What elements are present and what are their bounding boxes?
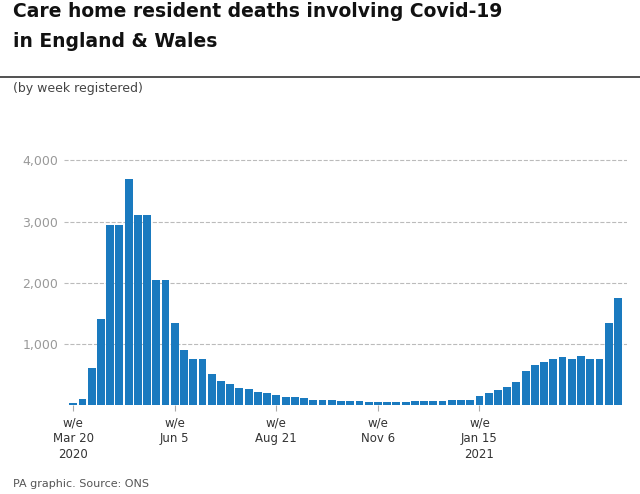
- Bar: [254, 392, 262, 405]
- Bar: [198, 359, 207, 405]
- Bar: [476, 396, 483, 405]
- Bar: [577, 356, 585, 405]
- Bar: [365, 402, 372, 405]
- Bar: [337, 401, 345, 405]
- Bar: [227, 384, 234, 405]
- Bar: [282, 397, 289, 405]
- Bar: [531, 366, 539, 405]
- Bar: [189, 359, 197, 405]
- Bar: [106, 225, 114, 405]
- Bar: [540, 362, 548, 405]
- Bar: [605, 323, 612, 405]
- Bar: [392, 402, 400, 405]
- Text: PA graphic. Source: ONS: PA graphic. Source: ONS: [13, 479, 149, 489]
- Bar: [346, 401, 354, 405]
- Bar: [217, 380, 225, 405]
- Bar: [97, 320, 105, 405]
- Bar: [438, 401, 447, 405]
- Bar: [522, 371, 529, 405]
- Bar: [420, 402, 428, 405]
- Text: (by week registered): (by week registered): [13, 82, 143, 94]
- Bar: [402, 402, 410, 405]
- Bar: [143, 215, 151, 405]
- Bar: [208, 374, 216, 405]
- Bar: [69, 403, 77, 405]
- Bar: [300, 398, 308, 405]
- Bar: [152, 280, 160, 405]
- Bar: [328, 401, 335, 405]
- Bar: [513, 382, 520, 405]
- Bar: [309, 400, 317, 405]
- Bar: [236, 388, 243, 405]
- Bar: [457, 400, 465, 405]
- Bar: [383, 402, 391, 405]
- Text: in England & Wales: in England & Wales: [13, 32, 217, 51]
- Bar: [356, 402, 364, 405]
- Bar: [291, 397, 299, 405]
- Bar: [134, 215, 142, 405]
- Bar: [88, 369, 95, 405]
- Bar: [115, 225, 124, 405]
- Bar: [448, 401, 456, 405]
- Bar: [171, 323, 179, 405]
- Bar: [559, 357, 566, 405]
- Bar: [503, 387, 511, 405]
- Bar: [429, 401, 437, 405]
- Bar: [263, 393, 271, 405]
- Bar: [319, 400, 326, 405]
- Bar: [162, 280, 170, 405]
- Bar: [411, 402, 419, 405]
- Bar: [586, 359, 594, 405]
- Bar: [614, 298, 622, 405]
- Bar: [494, 390, 502, 405]
- Bar: [79, 399, 86, 405]
- Bar: [467, 400, 474, 405]
- Bar: [244, 389, 253, 405]
- Bar: [596, 359, 604, 405]
- Text: Care home resident deaths involving Covid-19: Care home resident deaths involving Covi…: [13, 2, 502, 21]
- Bar: [568, 359, 576, 405]
- Bar: [374, 402, 382, 405]
- Bar: [180, 350, 188, 405]
- Bar: [125, 179, 132, 405]
- Bar: [484, 393, 493, 405]
- Bar: [273, 395, 280, 405]
- Bar: [549, 359, 557, 405]
